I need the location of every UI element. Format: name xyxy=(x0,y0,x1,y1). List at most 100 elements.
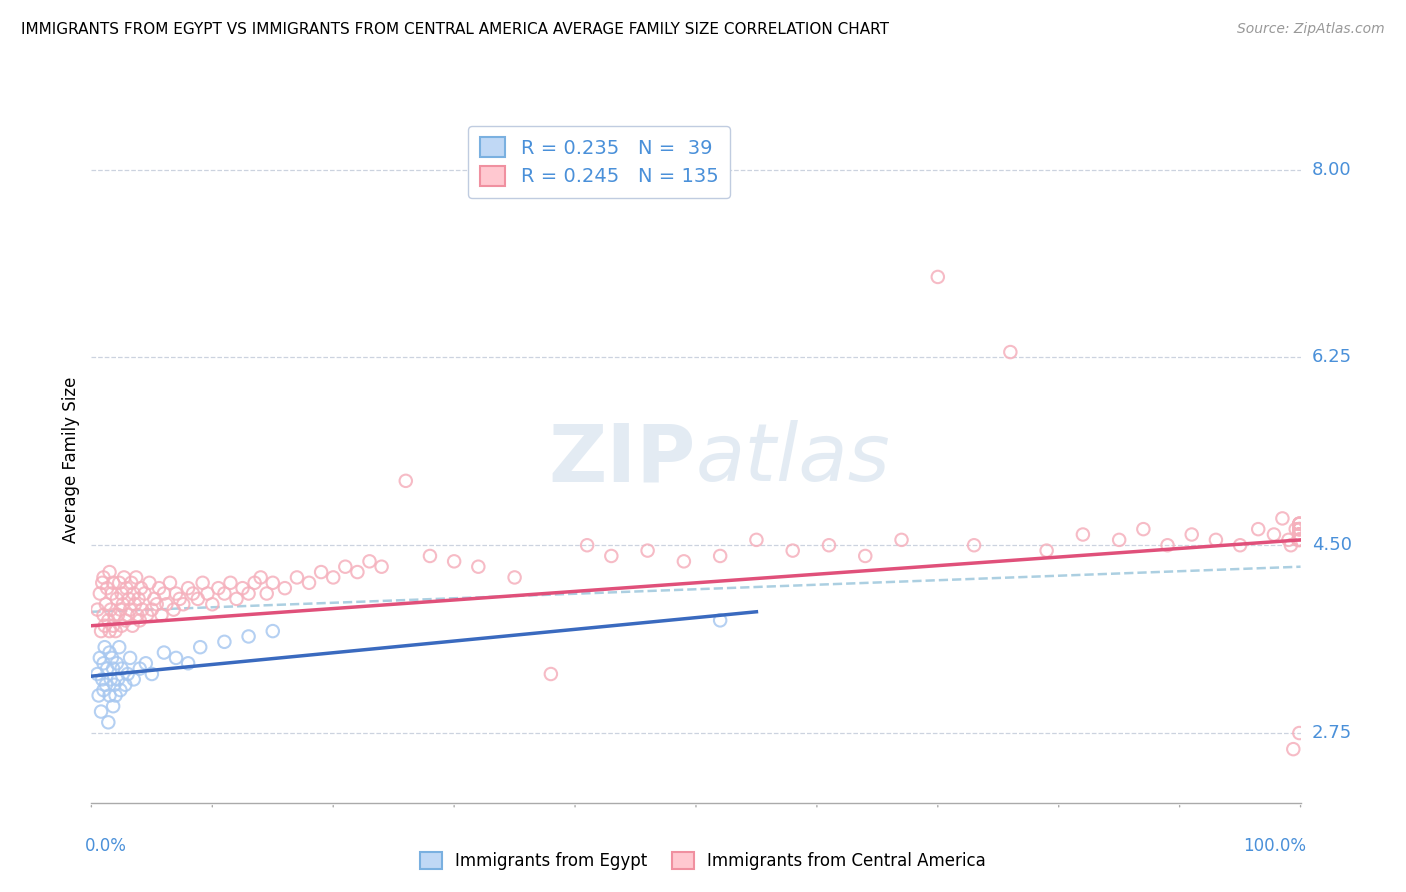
Point xyxy=(370,559,392,574)
Point xyxy=(238,630,260,644)
Point xyxy=(1288,533,1310,547)
Point xyxy=(91,673,114,687)
Text: IMMIGRANTS FROM EGYPT VS IMMIGRANTS FROM CENTRAL AMERICA AVERAGE FAMILY SIZE COR: IMMIGRANTS FROM EGYPT VS IMMIGRANTS FROM… xyxy=(21,22,889,37)
Point xyxy=(1288,533,1310,547)
Point xyxy=(1108,533,1130,547)
Point xyxy=(576,538,599,552)
Point xyxy=(89,651,111,665)
Text: 6.25: 6.25 xyxy=(1312,349,1351,367)
Point xyxy=(540,667,562,681)
Point xyxy=(93,570,115,584)
Point xyxy=(169,591,191,606)
Point xyxy=(110,683,132,698)
Point xyxy=(91,575,114,590)
Point xyxy=(818,538,841,552)
Point xyxy=(177,581,200,595)
Point xyxy=(120,575,142,590)
Point xyxy=(128,591,150,606)
Point xyxy=(121,618,143,632)
Point xyxy=(162,602,184,616)
Text: atlas: atlas xyxy=(696,420,891,499)
Point xyxy=(419,549,441,563)
Point xyxy=(159,575,181,590)
Point xyxy=(111,618,132,632)
Legend: R = 0.235   N =  39, R = 0.245   N = 135: R = 0.235 N = 39, R = 0.245 N = 135 xyxy=(468,126,730,198)
Point xyxy=(98,565,121,579)
Point xyxy=(1288,726,1310,740)
Point xyxy=(1205,533,1227,547)
Point xyxy=(214,635,236,649)
Point xyxy=(395,474,418,488)
Point xyxy=(927,269,949,284)
Point xyxy=(103,607,125,622)
Point xyxy=(177,657,200,671)
Point xyxy=(141,667,163,681)
Point xyxy=(335,559,357,574)
Point xyxy=(100,673,122,687)
Point xyxy=(90,624,112,639)
Point xyxy=(1247,522,1270,536)
Point xyxy=(134,586,156,600)
Point xyxy=(120,651,142,665)
Point xyxy=(131,602,153,616)
Point xyxy=(115,581,138,595)
Point xyxy=(111,597,134,611)
Point xyxy=(112,570,135,584)
Text: Source: ZipAtlas.com: Source: ZipAtlas.com xyxy=(1237,22,1385,37)
Point xyxy=(94,597,117,611)
Point xyxy=(197,586,219,600)
Point xyxy=(101,586,124,600)
Point xyxy=(1277,533,1299,547)
Point xyxy=(231,581,253,595)
Point xyxy=(1288,527,1310,541)
Point xyxy=(225,591,247,606)
Point xyxy=(117,667,139,681)
Point xyxy=(97,715,120,730)
Point xyxy=(90,705,112,719)
Point xyxy=(127,607,149,622)
Point xyxy=(124,597,146,611)
Point xyxy=(93,607,115,622)
Point xyxy=(853,549,876,563)
Point xyxy=(191,575,214,590)
Point xyxy=(101,618,124,632)
Point xyxy=(443,554,465,568)
Point xyxy=(1288,516,1310,531)
Point xyxy=(1035,543,1057,558)
Point xyxy=(346,565,368,579)
Point xyxy=(1288,527,1310,541)
Point xyxy=(138,575,160,590)
Point xyxy=(117,607,139,622)
Point xyxy=(1132,522,1154,536)
Point xyxy=(1288,522,1310,536)
Point xyxy=(111,586,132,600)
Point xyxy=(298,575,321,590)
Point xyxy=(467,559,489,574)
Point xyxy=(122,673,145,687)
Point xyxy=(111,662,132,676)
Text: ZIP: ZIP xyxy=(548,420,696,499)
Point xyxy=(128,662,150,676)
Point xyxy=(322,570,344,584)
Point xyxy=(1285,522,1308,536)
Point xyxy=(103,678,125,692)
Point xyxy=(98,689,121,703)
Text: 8.00: 8.00 xyxy=(1312,161,1351,178)
Point xyxy=(1288,533,1310,547)
Point xyxy=(93,640,115,655)
Point xyxy=(1282,742,1305,756)
Point xyxy=(1288,522,1310,536)
Point xyxy=(100,602,122,616)
Point xyxy=(219,575,242,590)
Point xyxy=(98,624,121,639)
Point xyxy=(155,597,177,611)
Point xyxy=(262,575,284,590)
Point xyxy=(101,699,124,714)
Point xyxy=(165,651,187,665)
Point xyxy=(782,543,804,558)
Point xyxy=(135,657,157,671)
Text: 100.0%: 100.0% xyxy=(1243,837,1306,855)
Point xyxy=(110,602,132,616)
Point xyxy=(309,565,332,579)
Point xyxy=(207,581,229,595)
